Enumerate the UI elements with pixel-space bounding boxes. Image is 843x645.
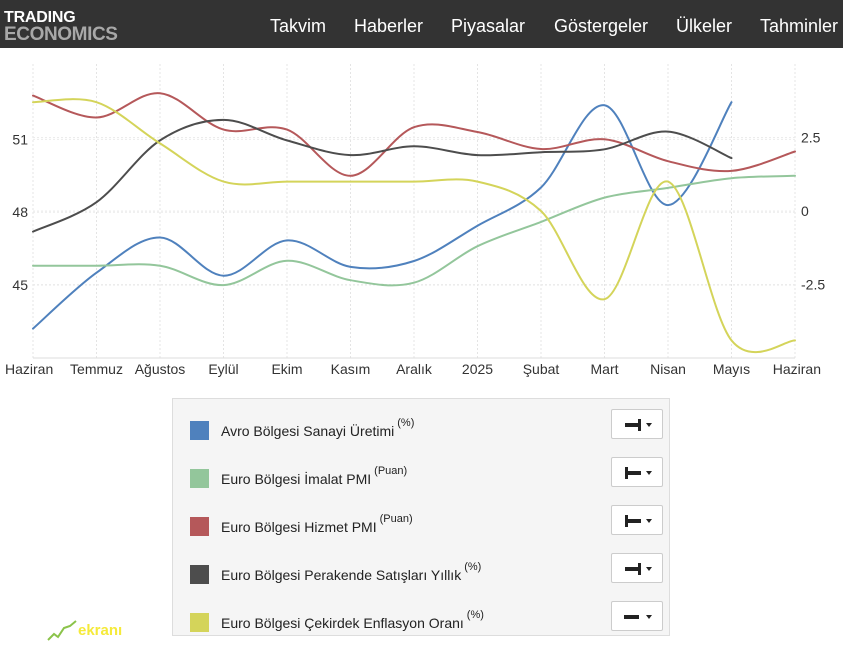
series-line-2 (32, 92, 796, 177)
legend-unit: (%) (464, 561, 482, 573)
legend-swatch (190, 517, 209, 536)
y-left-tick-label: 45 (12, 277, 28, 293)
x-tick-label: Ekim (271, 361, 302, 377)
line-chart: 45 48 51 -2.5 0 2.5 Haziran Temmuz Ağustos Eylül E… (5, 64, 825, 378)
axis-side-dropdown[interactable] (611, 505, 663, 535)
x-tick-label: Mayıs (713, 361, 750, 377)
legend-item-cekirdek-enflasyon[interactable]: Euro Bölgesi Çekirdek Enflasyon Oranı (%) (173, 593, 671, 641)
x-tick-label: Aralık (396, 361, 433, 377)
series-line-1 (32, 174, 796, 287)
series-line-4 (32, 98, 796, 354)
nav-item-takvim[interactable]: Takvim (270, 16, 327, 36)
legend-unit: (%) (397, 417, 415, 429)
y-right-tick-label: -2.5 (801, 277, 825, 293)
legend-swatch (190, 613, 209, 632)
y-left-tick-label: 48 (12, 204, 28, 220)
x-tick-label: Eylül (208, 361, 238, 377)
x-tick-label: Şubat (523, 361, 560, 377)
chart-legend: Avro Bölgesi Sanayi Üretimi (%) Euro Bölg… (172, 398, 670, 636)
axis-right-icon (625, 563, 652, 575)
legend-item-perakende-satislari[interactable]: Euro Bölgesi Perakende Satışları Yıllık(… (173, 545, 671, 593)
x-tick-label: Haziran (5, 361, 53, 377)
legend-item-sanayi-uretimi[interactable]: Avro Bölgesi Sanayi Üretimi (%) (173, 401, 671, 449)
axis-right-icon (625, 419, 652, 431)
top-navigation-bar: TRADING ECONOMICS Takvim Haberler Piyasa… (0, 0, 843, 48)
legend-unit: (%) (466, 609, 484, 621)
x-tick-label: 2025 (462, 361, 493, 377)
legend-label: Euro Bölgesi Perakende Satışları Yıllık(… (221, 561, 482, 583)
logo-line-2: ECONOMICS (4, 24, 118, 45)
legend-swatch (190, 421, 209, 440)
y-right-tick-label: 0 (801, 203, 809, 219)
legend-label: Euro Bölgesi Çekirdek Enflasyon Oranı (%) (221, 609, 484, 631)
watermark-graph-icon (47, 620, 77, 641)
x-tick-label: Nisan (650, 361, 686, 377)
axis-side-dropdown[interactable] (611, 409, 663, 439)
legend-item-hizmet-pmi[interactable]: Euro Bölgesi Hizmet PMI (Puan) (173, 497, 671, 545)
axis-side-dropdown[interactable] (611, 553, 663, 583)
legend-label: Euro Bölgesi Hizmet PMI (Puan) (221, 513, 413, 535)
nav-item-tahminler[interactable]: Tahminler (760, 16, 839, 36)
legend-swatch (190, 565, 209, 584)
x-tick-label: Temmuz (70, 361, 123, 377)
logo-line-1: TRADING (4, 9, 76, 26)
nav-item-piyasalar[interactable]: Piyasalar (451, 16, 526, 36)
watermark: ekranı (12, 612, 142, 642)
x-tick-label: Kasım (331, 361, 371, 377)
series-line-3 (32, 118, 733, 233)
watermark-text: ekranı (78, 622, 123, 639)
legend-item-imalat-pmi[interactable]: Euro Bölgesi İmalat PMI (Puan) (173, 449, 671, 497)
trading-economics-logo[interactable]: TRADING ECONOMICS (4, 9, 134, 45)
nav-item-gostergeler[interactable]: Göstergeler (554, 16, 649, 36)
axis-side-dropdown[interactable] (611, 457, 663, 487)
axis-side-dropdown[interactable] (611, 601, 663, 631)
chart-series (32, 92, 796, 354)
series-line-0 (32, 101, 733, 330)
x-tick-label: Mart (591, 361, 619, 377)
axis-left-icon (625, 467, 652, 479)
x-tick-label: Haziran (773, 361, 821, 377)
y-left-tick-label: 51 (12, 131, 28, 147)
axis-none-icon (624, 615, 652, 619)
nav-item-ulkeler[interactable]: Ülkeler (676, 16, 733, 36)
legend-swatch (190, 469, 209, 488)
y-right-tick-label: 2.5 (801, 130, 821, 146)
legend-label: Euro Bölgesi İmalat PMI (Puan) (221, 465, 408, 487)
legend-label: Avro Bölgesi Sanayi Üretimi (%) (221, 417, 415, 439)
chart-grid (32, 64, 796, 359)
x-tick-label: Ağustos (135, 361, 186, 377)
chart-axes: 45 48 51 -2.5 0 2.5 Haziran Temmuz Ağustos Eylül E… (5, 130, 825, 378)
legend-unit: (Puan) (374, 465, 408, 477)
legend-unit: (Puan) (379, 513, 413, 525)
axis-left-icon (625, 515, 652, 527)
nav-item-haberler[interactable]: Haberler (354, 16, 424, 36)
